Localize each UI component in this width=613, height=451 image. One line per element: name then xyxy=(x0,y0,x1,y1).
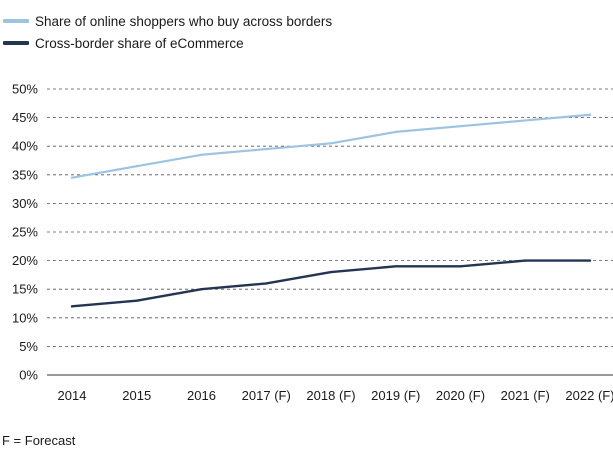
data-point xyxy=(135,299,138,302)
x-tick-label: 2015 xyxy=(122,388,151,403)
data-point xyxy=(329,142,333,145)
data-point xyxy=(459,125,462,128)
data-point xyxy=(265,282,268,285)
y-tick-label: 50% xyxy=(12,82,38,97)
y-tick-label: 5% xyxy=(19,339,38,354)
data-point xyxy=(394,130,397,133)
x-tick-label: 2017 (F) xyxy=(242,388,291,403)
legend-swatch-online-shoppers xyxy=(3,19,29,23)
data-point xyxy=(70,305,74,308)
x-tick-label: 2020 (F) xyxy=(436,388,485,403)
data-point xyxy=(70,176,74,179)
x-tick-label: 2021 (F) xyxy=(501,388,550,403)
x-tick-label: 2019 (F) xyxy=(371,388,420,403)
legend-label-cross-border-share: Cross-border share of eCommerce xyxy=(35,35,244,51)
data-point xyxy=(265,147,268,151)
y-tick-label: 45% xyxy=(12,110,38,125)
data-point xyxy=(200,153,203,156)
data-point xyxy=(524,119,527,122)
legend-swatch-cross-border-share xyxy=(3,41,29,45)
y-tick-label: 10% xyxy=(12,310,38,325)
footnote: F = Forecast xyxy=(2,433,76,448)
x-tick-label: 2018 (F) xyxy=(306,388,355,403)
y-tick-label: 20% xyxy=(12,253,38,268)
data-point xyxy=(524,259,527,262)
y-tick-label: 25% xyxy=(12,225,38,240)
data-point xyxy=(588,113,592,116)
y-tick-label: 40% xyxy=(12,139,38,154)
y-tick-label: 35% xyxy=(12,167,38,182)
legend-item-cross-border-share: Cross-border share of eCommerce xyxy=(0,32,332,54)
x-tick-label: 2016 xyxy=(187,388,216,403)
x-tick-label: 2022 (F) xyxy=(565,388,613,403)
y-tick-label: 30% xyxy=(12,196,38,211)
legend-item-online-shoppers: Share of online shoppers who buy across … xyxy=(0,10,332,32)
chart-legend: Share of online shoppers who buy across … xyxy=(0,10,332,54)
data-point xyxy=(200,288,203,291)
y-tick-label: 15% xyxy=(12,282,38,297)
data-point xyxy=(394,265,397,268)
data-point xyxy=(135,165,138,168)
legend-label-online-shoppers: Share of online shoppers who buy across … xyxy=(35,13,333,29)
data-point xyxy=(588,259,592,262)
x-tick-label: 2014 xyxy=(58,388,87,403)
series-line-1 xyxy=(70,259,592,308)
data-point xyxy=(329,270,333,274)
data-point xyxy=(459,265,462,268)
y-tick-label: 0% xyxy=(19,368,38,383)
